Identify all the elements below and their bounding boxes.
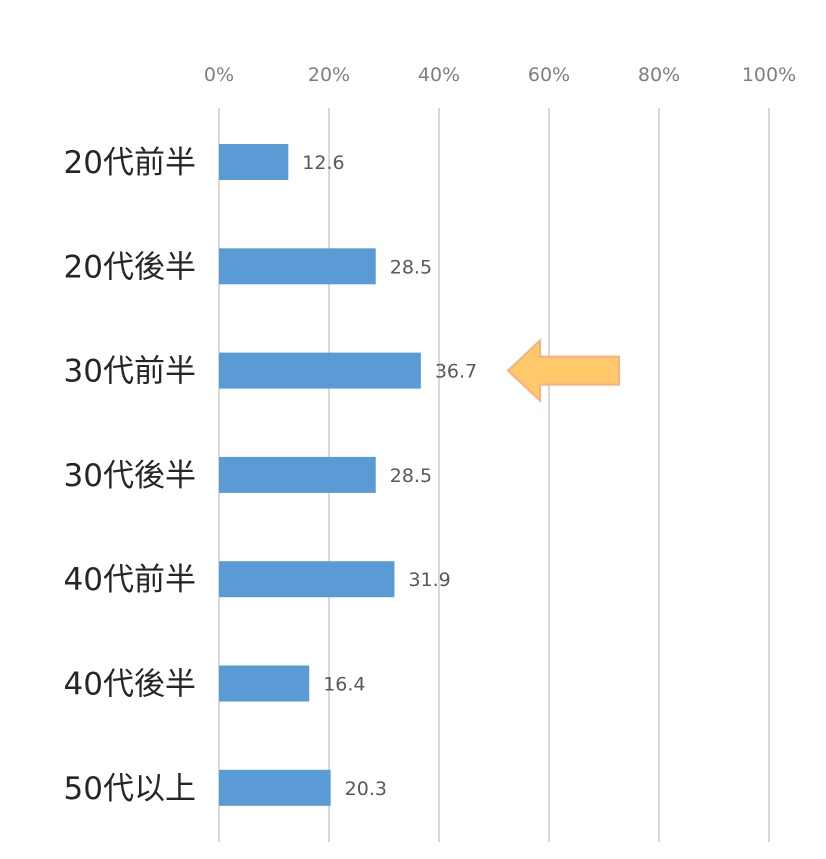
bar bbox=[219, 456, 376, 493]
data-label: 12.6 bbox=[302, 152, 344, 174]
bar bbox=[219, 665, 310, 702]
x-tick-label: 60% bbox=[528, 64, 570, 86]
left-arrow-icon bbox=[506, 338, 620, 403]
data-labels: 12.6 28.5 36.7 28.5 31.9 16.4 20.3 bbox=[302, 152, 477, 800]
x-axis-ticks: 0% 20% 40% 60% 80% 100% bbox=[204, 64, 796, 86]
gridlines bbox=[218, 108, 770, 842]
bar bbox=[219, 561, 395, 598]
category-labels: 20代前半 20代後半 30代前半 30代後半 40代前半 40代後半 50代以上 bbox=[64, 145, 196, 807]
data-label: 28.5 bbox=[390, 465, 432, 487]
category-label: 20代後半 bbox=[64, 249, 196, 285]
bars bbox=[219, 144, 421, 806]
bar bbox=[219, 144, 289, 180]
x-tick-label: 0% bbox=[204, 64, 234, 86]
data-label: 20.3 bbox=[345, 778, 387, 800]
bar bbox=[219, 248, 376, 285]
x-tick-label: 20% bbox=[308, 64, 350, 86]
category-label: 30代後半 bbox=[64, 458, 196, 494]
data-label: 28.5 bbox=[390, 256, 432, 278]
category-label: 40代後半 bbox=[64, 667, 196, 703]
data-label: 31.9 bbox=[408, 569, 450, 591]
category-label: 40代前半 bbox=[64, 562, 196, 598]
bar bbox=[219, 769, 331, 806]
x-tick-label: 40% bbox=[418, 64, 460, 86]
bar bbox=[219, 352, 421, 389]
category-label: 30代前半 bbox=[64, 354, 196, 390]
category-label: 20代前半 bbox=[64, 145, 196, 181]
highlight-arrow bbox=[506, 338, 620, 403]
x-tick-label: 80% bbox=[638, 64, 680, 86]
data-label: 36.7 bbox=[435, 361, 477, 383]
data-label: 16.4 bbox=[323, 674, 365, 696]
x-tick-label: 100% bbox=[742, 64, 796, 86]
category-label: 50代以上 bbox=[64, 771, 196, 807]
